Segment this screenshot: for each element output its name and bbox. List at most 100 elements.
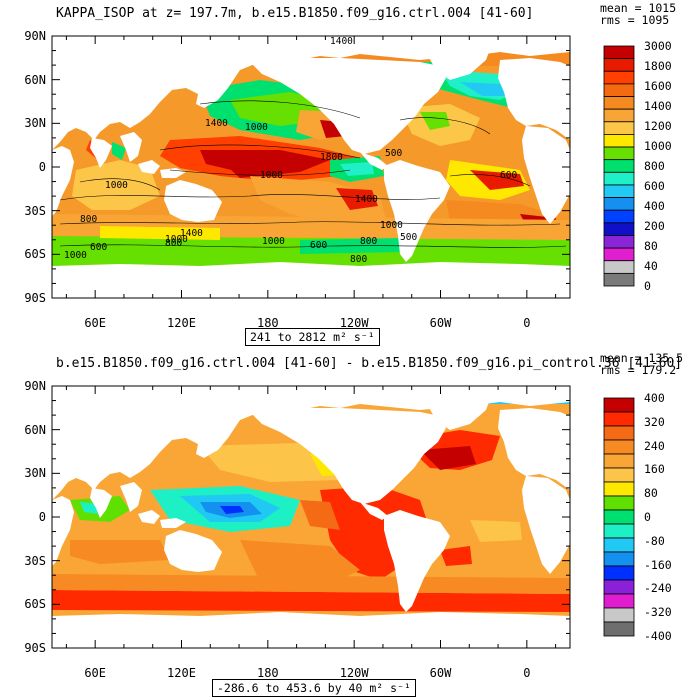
colorbar-label: 0	[644, 279, 651, 293]
lon-label: 120E	[167, 666, 196, 680]
bottom-range-box: -286.6 to 453.6 by 40 m² s⁻¹	[212, 679, 416, 697]
colorbar-label: -160	[644, 557, 672, 572]
bottom-panel-title: b.e15.B1850.f09_g16.ctrl.004 [41-60] - b…	[56, 356, 683, 371]
colorbar-swatch	[603, 537, 635, 553]
colorbar-swatch	[603, 551, 635, 567]
colorbar-swatch	[603, 481, 635, 497]
axes-and-ticks	[51, 35, 571, 649]
colorbar-swatch	[603, 45, 635, 60]
colorbar-label: 80	[644, 239, 658, 253]
lon-label: 120W	[339, 666, 369, 680]
contour-label: 800	[350, 254, 367, 265]
colorbar-swatch	[603, 467, 635, 483]
colorbar-label: -80	[644, 533, 665, 548]
lat-label: 60S	[24, 247, 46, 262]
top-contour-lines	[59, 100, 567, 248]
contour-label: 1800	[320, 152, 343, 163]
colorbar-swatch	[603, 425, 635, 441]
top-stat-rms: rms = 1095	[600, 13, 670, 27]
colorbar-swatch	[603, 247, 635, 262]
colorbar-swatch	[603, 621, 635, 637]
lat-label: 90N	[24, 29, 46, 43]
bottom-stat-mean: mean = 135.5	[600, 351, 684, 365]
colorbar-swatch	[603, 222, 635, 236]
contour-label: 1000	[380, 220, 403, 231]
lat-label: 30N	[24, 116, 46, 131]
colorbar-swatch	[603, 260, 635, 274]
colorbar-label: -400	[644, 629, 672, 643]
lat-label: 30S	[24, 203, 46, 218]
colorbar-swatch	[603, 495, 635, 511]
top-panel-title: KAPPA_ISOP at z= 197.7m, b.e15.B1850.f09…	[56, 6, 534, 21]
lat-label: 30S	[24, 553, 46, 568]
colorbar-label: 160	[644, 462, 665, 477]
lat-label: 60N	[24, 422, 46, 437]
bottom-map	[52, 386, 570, 648]
lon-label: 60E	[84, 316, 106, 330]
colorbar-label: 0	[644, 510, 651, 524]
contour-label: 500	[385, 148, 402, 159]
colorbar-label: 400	[644, 391, 665, 405]
lon-label: 180	[256, 666, 279, 680]
lon-label: 60E	[84, 666, 106, 680]
contour-label: 1000	[165, 234, 188, 245]
colorbar-swatch	[603, 108, 635, 123]
colorbar-swatch	[603, 565, 635, 581]
top-range-box: 241 to 2812 m² s⁻¹	[245, 328, 380, 346]
lon-label: 60W	[429, 316, 452, 330]
colorbar-label: 1000	[644, 139, 672, 153]
contour-label: 600	[310, 240, 327, 251]
contour-label: 1000	[64, 250, 87, 261]
colorbar-swatch	[603, 411, 635, 427]
lon-label: 60W	[429, 666, 452, 680]
colorbar-swatch	[603, 235, 635, 249]
colorbar-swatch	[603, 209, 635, 224]
colorbar-label: 240	[644, 438, 665, 453]
contour-label: 1400	[355, 194, 378, 205]
contour-label: 500	[400, 232, 417, 243]
lon-label: 120E	[167, 316, 196, 330]
colorbar-label: -320	[644, 605, 672, 620]
contour-label: 600	[500, 170, 517, 181]
contour-label: 1000	[105, 180, 128, 191]
contour-label: 1400	[330, 36, 353, 47]
contour-label: 1000	[262, 236, 285, 247]
colorbar-label: 1200	[644, 119, 672, 133]
colorbar-swatch	[603, 509, 635, 525]
colorbar-swatch	[603, 171, 635, 186]
lon-label: 0	[523, 666, 531, 680]
top-stat-mean: mean = 1015	[600, 1, 677, 15]
lat-label: 0	[38, 510, 46, 524]
lat-label: 60S	[24, 597, 46, 612]
lat-label: 30N	[24, 466, 46, 481]
colorbar-swatch	[603, 146, 635, 161]
colorbar-swatch	[603, 70, 635, 85]
colorbar-label: 1400	[644, 99, 672, 113]
contour-label: 800	[360, 236, 377, 247]
contour-label: 800	[165, 238, 182, 249]
colorbar-swatch	[603, 579, 635, 595]
colorbar-swatch	[603, 83, 635, 97]
lon-label: 120W	[339, 316, 369, 330]
colorbar-swatch	[603, 121, 635, 135]
contour-label: 1400	[180, 228, 203, 239]
colorbar-swatch	[603, 272, 635, 287]
lat-label: 90S	[24, 291, 46, 305]
colorbar-label: -240	[644, 581, 672, 596]
colorbar-swatch	[603, 184, 635, 198]
colorbar-label: 800	[644, 159, 665, 173]
colorbar-swatch	[603, 607, 635, 623]
colorbar-swatch	[603, 159, 635, 173]
colorbar-label: 320	[644, 414, 665, 429]
colorbar-swatch	[603, 96, 635, 110]
colorbar-swatch	[603, 593, 635, 609]
lat-label: 60N	[24, 72, 46, 87]
colorbar-label: 400	[644, 199, 665, 213]
contour-label: 1000	[245, 122, 268, 133]
colorbar-label: 600	[644, 179, 665, 193]
lat-label: 90N	[24, 379, 46, 393]
lon-label: 180	[256, 316, 279, 330]
